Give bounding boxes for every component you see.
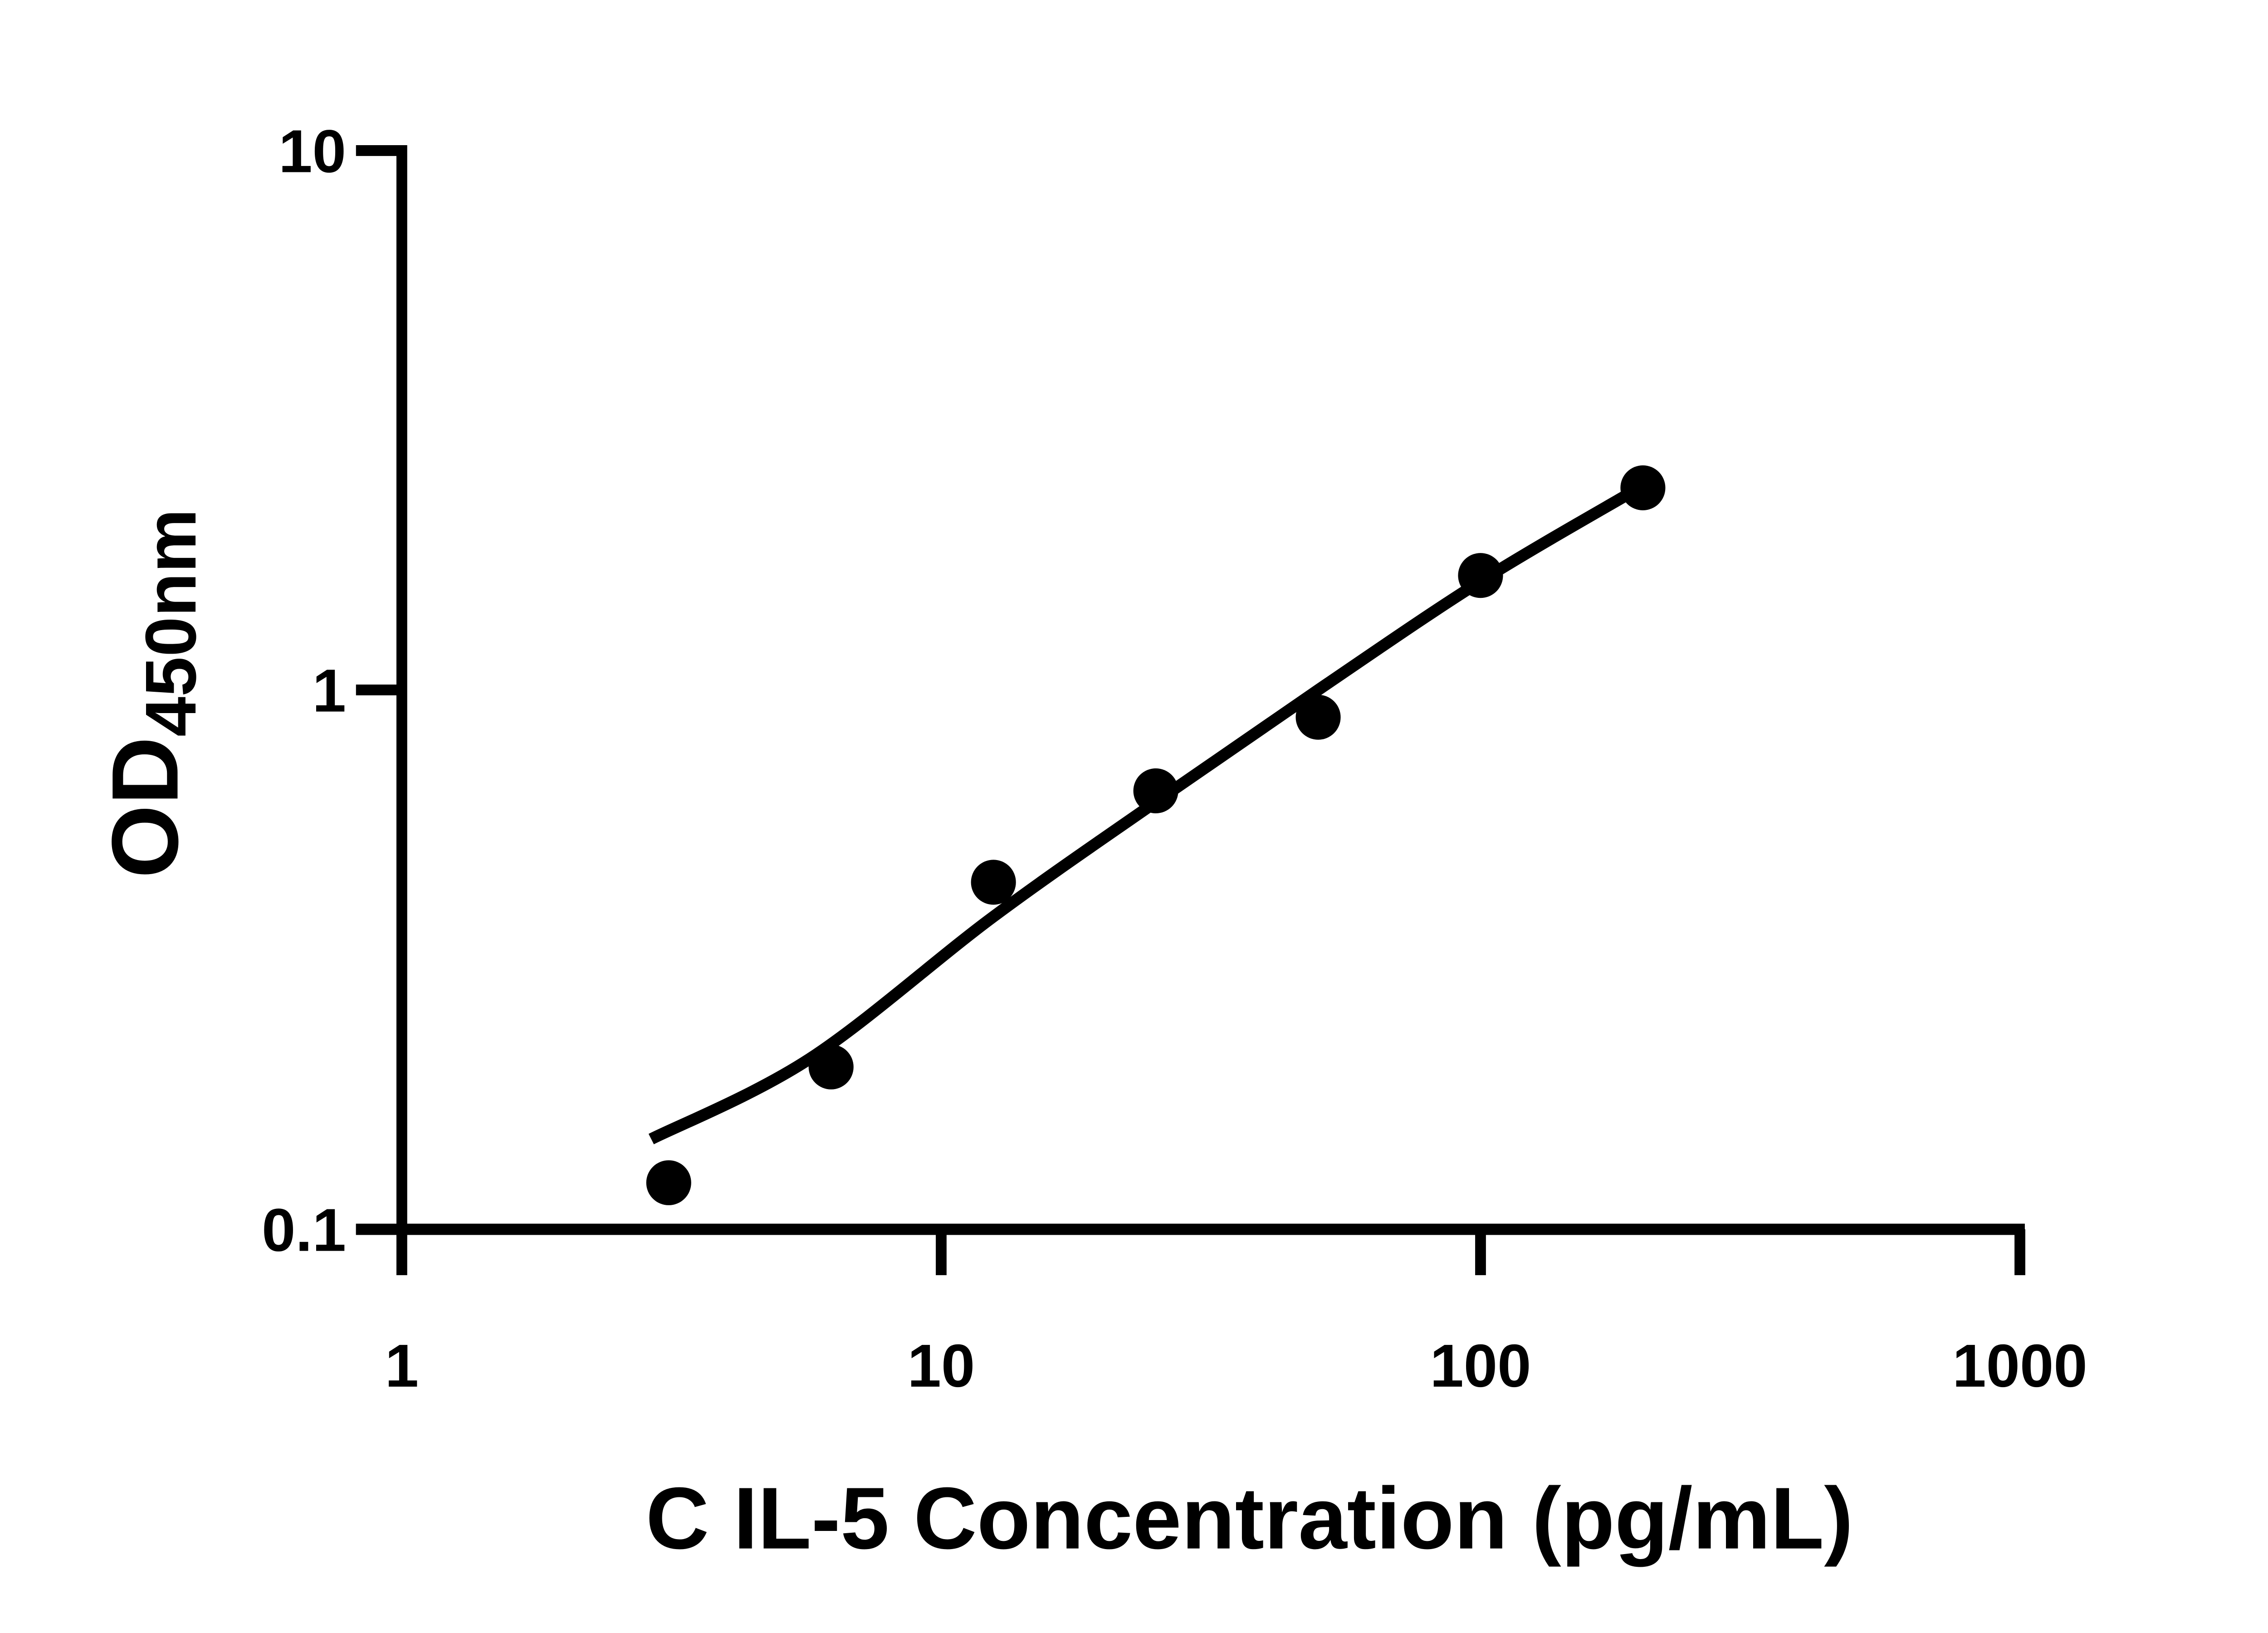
x-tick-label: 10: [908, 1332, 975, 1400]
data-point: [646, 1160, 691, 1205]
y-axis-title-subscript: 450nm: [130, 509, 211, 737]
x-tick-label: 1000: [1952, 1332, 2087, 1400]
x-axis-title: C IL-5 Concentration (pg/mL): [646, 1469, 1853, 1567]
data-point: [1295, 694, 1341, 740]
data-point: [1133, 768, 1178, 814]
plot-area: 10 1 0.1 1 10 100 1000: [262, 118, 2087, 1400]
y-axis-title-main: OD: [93, 737, 198, 878]
y-tick-label: 0.1: [262, 1197, 346, 1264]
y-axis-title: OD450nm: [93, 509, 211, 878]
data-point: [808, 1044, 854, 1090]
data-point: [1458, 553, 1503, 598]
x-tick-label: 1: [385, 1332, 419, 1400]
y-tick-label: 1: [313, 657, 346, 725]
data-point: [1620, 465, 1666, 510]
data-point: [971, 860, 1016, 905]
x-tick-label: 100: [1430, 1332, 1531, 1400]
y-tick-label: 10: [279, 118, 346, 186]
